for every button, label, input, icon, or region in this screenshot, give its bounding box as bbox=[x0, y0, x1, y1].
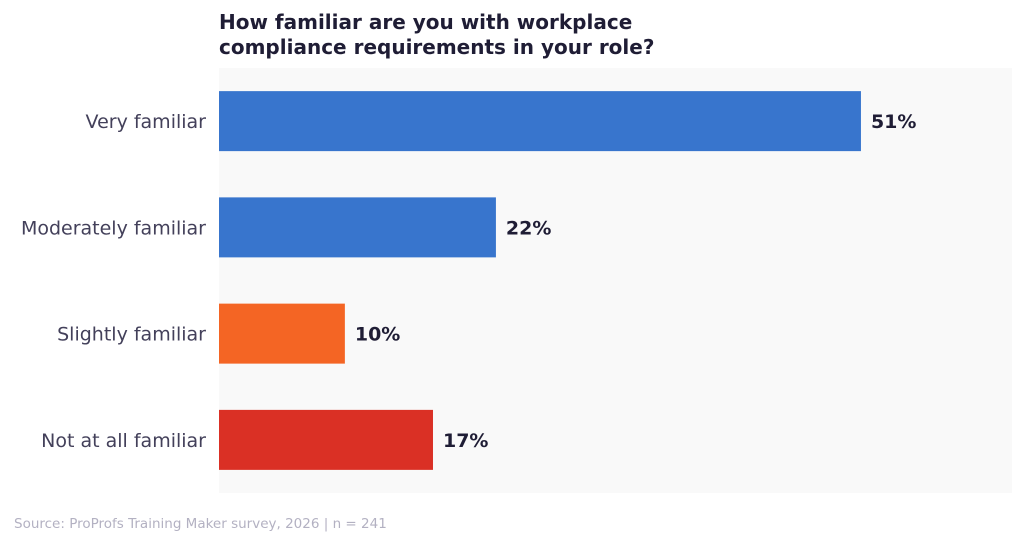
chart-title: How familiar are you with workplace comp… bbox=[219, 10, 655, 59]
source-note: Source: ProProfs Training Maker survey, … bbox=[14, 516, 387, 532]
category-label: Slightly familiar bbox=[57, 324, 206, 346]
category-label: Not at all familiar bbox=[41, 430, 206, 452]
bar-3 bbox=[219, 409, 433, 470]
bar-1 bbox=[219, 197, 496, 258]
data-label: 10% bbox=[355, 324, 400, 346]
data-label: 51% bbox=[871, 111, 916, 133]
category-label: Very familiar bbox=[86, 111, 207, 133]
data-label: 17% bbox=[443, 430, 488, 452]
bar-2 bbox=[219, 303, 345, 364]
data-label: 22% bbox=[506, 217, 551, 239]
category-label: Moderately familiar bbox=[21, 217, 206, 239]
bar-0 bbox=[219, 91, 861, 152]
